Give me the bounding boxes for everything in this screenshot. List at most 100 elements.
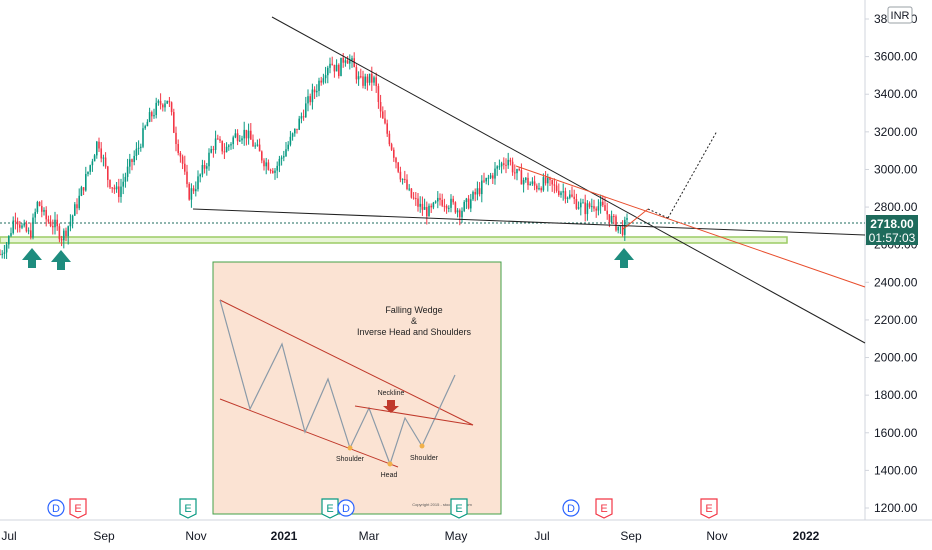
- candle-body: [219, 139, 221, 141]
- candle-body: [98, 141, 100, 149]
- candle-body: [412, 197, 415, 199]
- candle-body: [450, 198, 452, 208]
- currency-badge[interactable]: INR: [887, 6, 913, 24]
- candle-body: [124, 176, 127, 182]
- candle-body: [43, 209, 45, 212]
- candle-body: [496, 166, 498, 169]
- candle-body: [302, 116, 305, 118]
- candle-body: [522, 180, 525, 185]
- candle-body: [96, 141, 98, 156]
- earnings-badge[interactable]: E: [595, 498, 613, 519]
- candle-body: [91, 161, 94, 166]
- candle-body: [571, 194, 573, 197]
- candle-body: [342, 57, 344, 63]
- candle-body: [93, 155, 96, 162]
- candle-body: [518, 169, 520, 171]
- candle-body: [316, 90, 318, 93]
- candle-body: [360, 76, 362, 78]
- candle-body: [0, 254, 1, 256]
- earnings-badge[interactable]: E: [69, 498, 87, 519]
- candle-body: [489, 175, 492, 178]
- candle-body: [395, 157, 397, 163]
- up-arrow-icon[interactable]: [614, 248, 634, 268]
- candle-body: [320, 80, 322, 83]
- candle-body: [375, 77, 377, 87]
- candle-body: [14, 220, 17, 222]
- wedge-upper-trendline[interactable]: [271, 16, 866, 344]
- candle-body: [184, 163, 186, 172]
- candle-body: [181, 156, 184, 164]
- candle-body: [80, 187, 83, 196]
- candle-body: [305, 103, 307, 118]
- candle-body: [465, 198, 468, 202]
- candle-body: [129, 159, 131, 167]
- earnings-badge[interactable]: E: [179, 498, 197, 519]
- price-tick-label: 2000.00: [874, 351, 918, 365]
- dividend-badge[interactable]: D: [337, 499, 355, 517]
- candle-body: [25, 223, 28, 232]
- candle-body: [448, 207, 450, 209]
- earnings-badge[interactable]: E: [450, 498, 468, 519]
- candle-body: [382, 111, 384, 119]
- candle-body: [12, 220, 14, 234]
- candle-body: [126, 166, 129, 177]
- projection-dotted-line[interactable]: [667, 130, 718, 219]
- earnings-badge[interactable]: E: [321, 498, 339, 519]
- candle-body: [404, 178, 406, 180]
- candle-body: [234, 133, 237, 138]
- candle-body: [157, 100, 160, 103]
- candle-body: [393, 149, 395, 158]
- candle-body: [166, 100, 168, 104]
- candle-body: [223, 151, 226, 153]
- orange-trendline-upper[interactable]: [515, 165, 866, 288]
- candle-body: [85, 173, 87, 191]
- inset-head-label: Head: [381, 472, 398, 479]
- candle-body: [47, 219, 50, 222]
- pullback-dotted-line[interactable]: [647, 208, 669, 219]
- up-arrow-icon[interactable]: [22, 248, 42, 268]
- dividend-badge[interactable]: D: [47, 499, 65, 517]
- candle-body: [410, 188, 413, 198]
- candle-body: [529, 183, 531, 186]
- time-tick-label: Nov: [706, 529, 727, 543]
- candle-body: [492, 175, 494, 179]
- candle-body: [243, 129, 245, 139]
- inset-shoulder-left-marker: [347, 445, 353, 451]
- candle-body: [120, 186, 122, 197]
- candle-body: [21, 225, 23, 228]
- candle-body: [593, 206, 595, 209]
- currency-label: INR: [891, 10, 910, 22]
- candle-body: [289, 136, 292, 145]
- candle-body: [621, 225, 624, 235]
- wedge-lower-trendline[interactable]: [192, 208, 866, 236]
- orange-trendline-lower[interactable]: [621, 208, 649, 231]
- candle-body: [221, 140, 223, 152]
- current-price-tag[interactable]: 2718.00 01:57:03: [866, 215, 918, 245]
- inset-shoulder-left-label: Shoulder: [336, 456, 365, 463]
- candle-body: [38, 201, 41, 206]
- candle-body: [588, 203, 591, 207]
- candle-body: [463, 201, 465, 211]
- candle-body: [298, 118, 300, 130]
- time-scale-ticks: Jul Sep Nov 2021 Mar May Jul Sep Nov 2022: [1, 529, 819, 543]
- candle-body: [131, 159, 133, 162]
- price-tick-label: 2400.00: [874, 275, 918, 289]
- up-arrow-icon[interactable]: [51, 250, 71, 270]
- price-scale-panel[interactable]: [865, 0, 932, 520]
- candle-body: [544, 177, 547, 184]
- dividend-badge[interactable]: D: [562, 499, 580, 517]
- candle-body: [199, 174, 201, 177]
- candle-body: [514, 172, 516, 174]
- candle-body: [254, 145, 256, 147]
- earnings-badge[interactable]: E: [700, 498, 718, 519]
- candle-body: [274, 170, 276, 173]
- candle-body: [397, 162, 399, 172]
- support-zone[interactable]: [0, 236, 788, 244]
- candle-body: [115, 186, 118, 190]
- event-badge-letter: D: [567, 503, 575, 515]
- candle-body: [67, 226, 69, 237]
- candle-body: [566, 197, 569, 199]
- candle-body: [538, 188, 540, 190]
- candle-body: [250, 130, 252, 140]
